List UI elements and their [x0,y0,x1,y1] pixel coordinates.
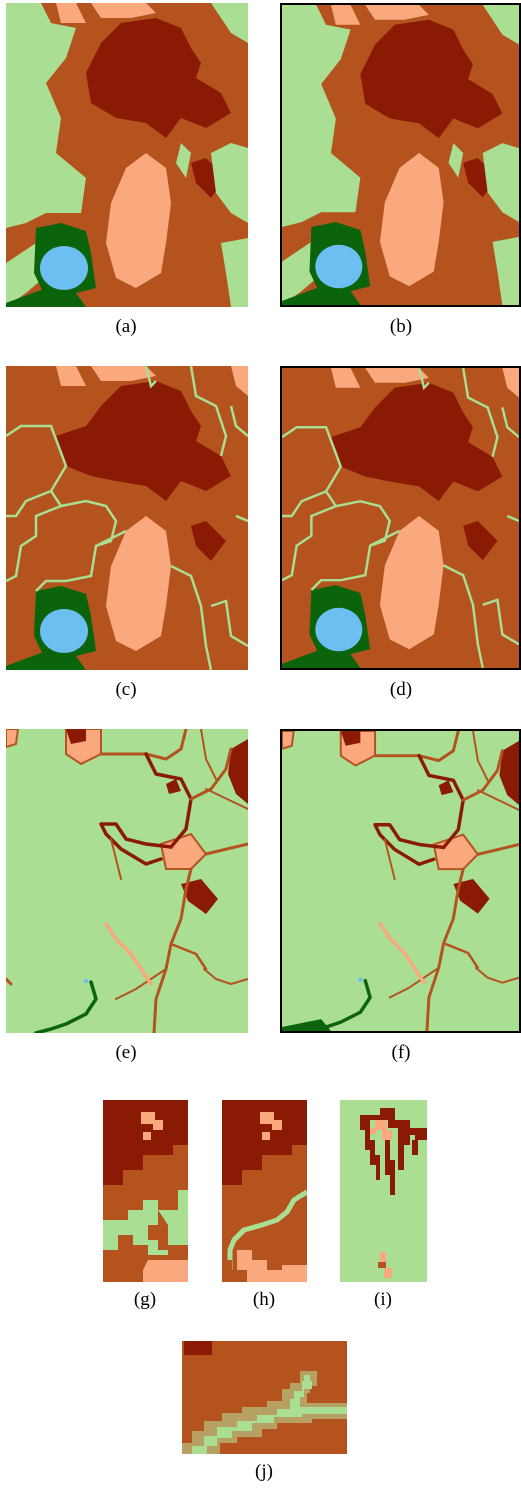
caption-a: (a) [115,316,137,337]
caption-d: (d) [389,679,413,700]
panel-e-segmentation-map [6,729,248,1033]
panel-b-segmentation-map [280,3,521,307]
caption-j: (j) [255,1461,273,1482]
caption-i: (i) [374,1289,392,1310]
caption-e: (e) [115,1042,137,1063]
caption-b: (b) [389,316,413,337]
panel-a-segmentation-map [6,3,248,307]
panel-g-zoom-crop [103,1100,188,1282]
caption-g: (g) [133,1289,157,1310]
caption-f: (f) [391,1042,411,1063]
caption-h: (h) [252,1289,276,1310]
panel-d-segmentation-map [280,366,521,670]
panel-c-segmentation-map [6,366,248,670]
caption-c: (c) [115,679,137,700]
panel-i-zoom-crop [340,1100,427,1282]
panel-f-segmentation-map [280,729,521,1033]
panel-h-zoom-crop [222,1100,307,1282]
panel-j-zoom-crop [182,1341,347,1454]
